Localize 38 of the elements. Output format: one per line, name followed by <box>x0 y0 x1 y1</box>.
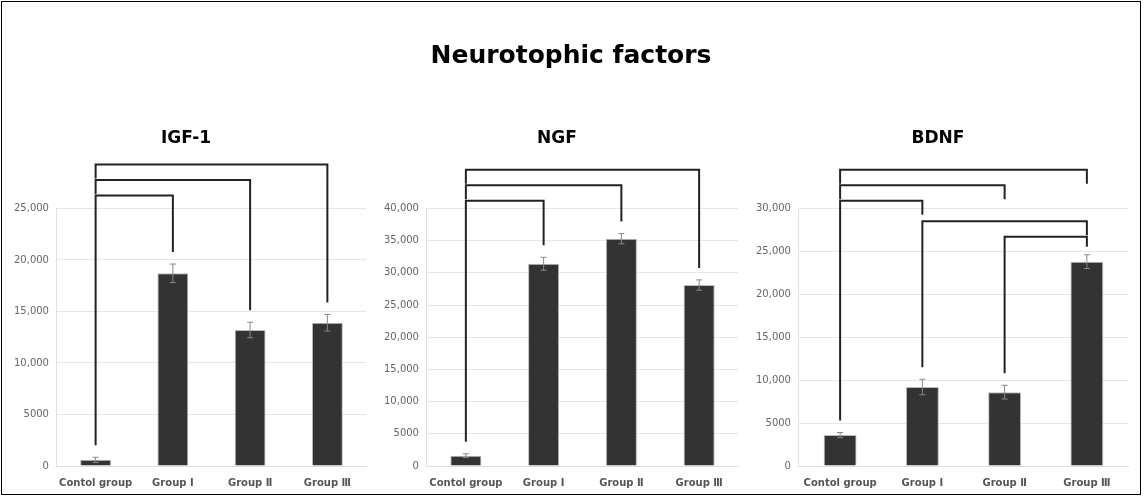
chart-title: BDNF <box>911 126 965 147</box>
text: Neurotophic factors <box>429 40 713 69</box>
x-tick-label: Contol group <box>59 476 133 488</box>
y-tick-label: 10,000 <box>755 373 791 385</box>
y-tick-label: 5000 <box>393 427 419 439</box>
y-tick-label: 5000 <box>765 416 791 428</box>
y-tick-label: 20,000 <box>13 253 49 265</box>
y-tick-label: 30,000 <box>383 266 419 278</box>
y-tick-label: 30,000 <box>755 201 791 213</box>
x-tick-label: Group Ⅰ <box>522 476 565 488</box>
y-tick-label: 25,000 <box>755 244 791 256</box>
y-tick-label: 40,000 <box>383 201 419 213</box>
x-tick-label: Group Ⅱ <box>982 476 1027 488</box>
x-tick-label: Group Ⅰ <box>901 476 944 488</box>
y-tick-label: 25,000 <box>13 201 49 213</box>
x-tick-label: Group Ⅲ <box>1063 476 1111 488</box>
x-tick-label: Group Ⅲ <box>303 476 351 488</box>
y-tick-label: 20,000 <box>383 330 419 342</box>
x-tick-label: Group Ⅱ <box>599 476 644 488</box>
x-tick-label: Group Ⅰ <box>152 476 194 488</box>
y-tick-label: 20,000 <box>755 287 791 299</box>
y-tick-label: 5000 <box>23 408 49 420</box>
y-tick-label: 15,000 <box>755 330 791 342</box>
y-tick-label: 10,000 <box>13 356 49 368</box>
y-tick-label: 0 <box>42 459 49 471</box>
x-tick-label: Group Ⅲ <box>675 476 723 488</box>
x-tick-label: Contol group <box>803 476 877 488</box>
y-tick-label: 25,000 <box>383 298 419 310</box>
x-tick-label: Contol group <box>429 476 503 488</box>
chart-title: NGF <box>537 126 577 147</box>
y-tick-label: 0 <box>784 459 791 471</box>
y-tick-label: 10,000 <box>383 395 419 407</box>
y-tick-label: 15,000 <box>13 305 49 317</box>
y-tick-label: 0 <box>412 459 419 471</box>
x-tick-label: Group Ⅱ <box>227 476 273 488</box>
y-tick-label: 35,000 <box>383 234 419 246</box>
y-tick-label: 15,000 <box>383 362 419 374</box>
chart-title: IGF-1 <box>160 126 212 147</box>
